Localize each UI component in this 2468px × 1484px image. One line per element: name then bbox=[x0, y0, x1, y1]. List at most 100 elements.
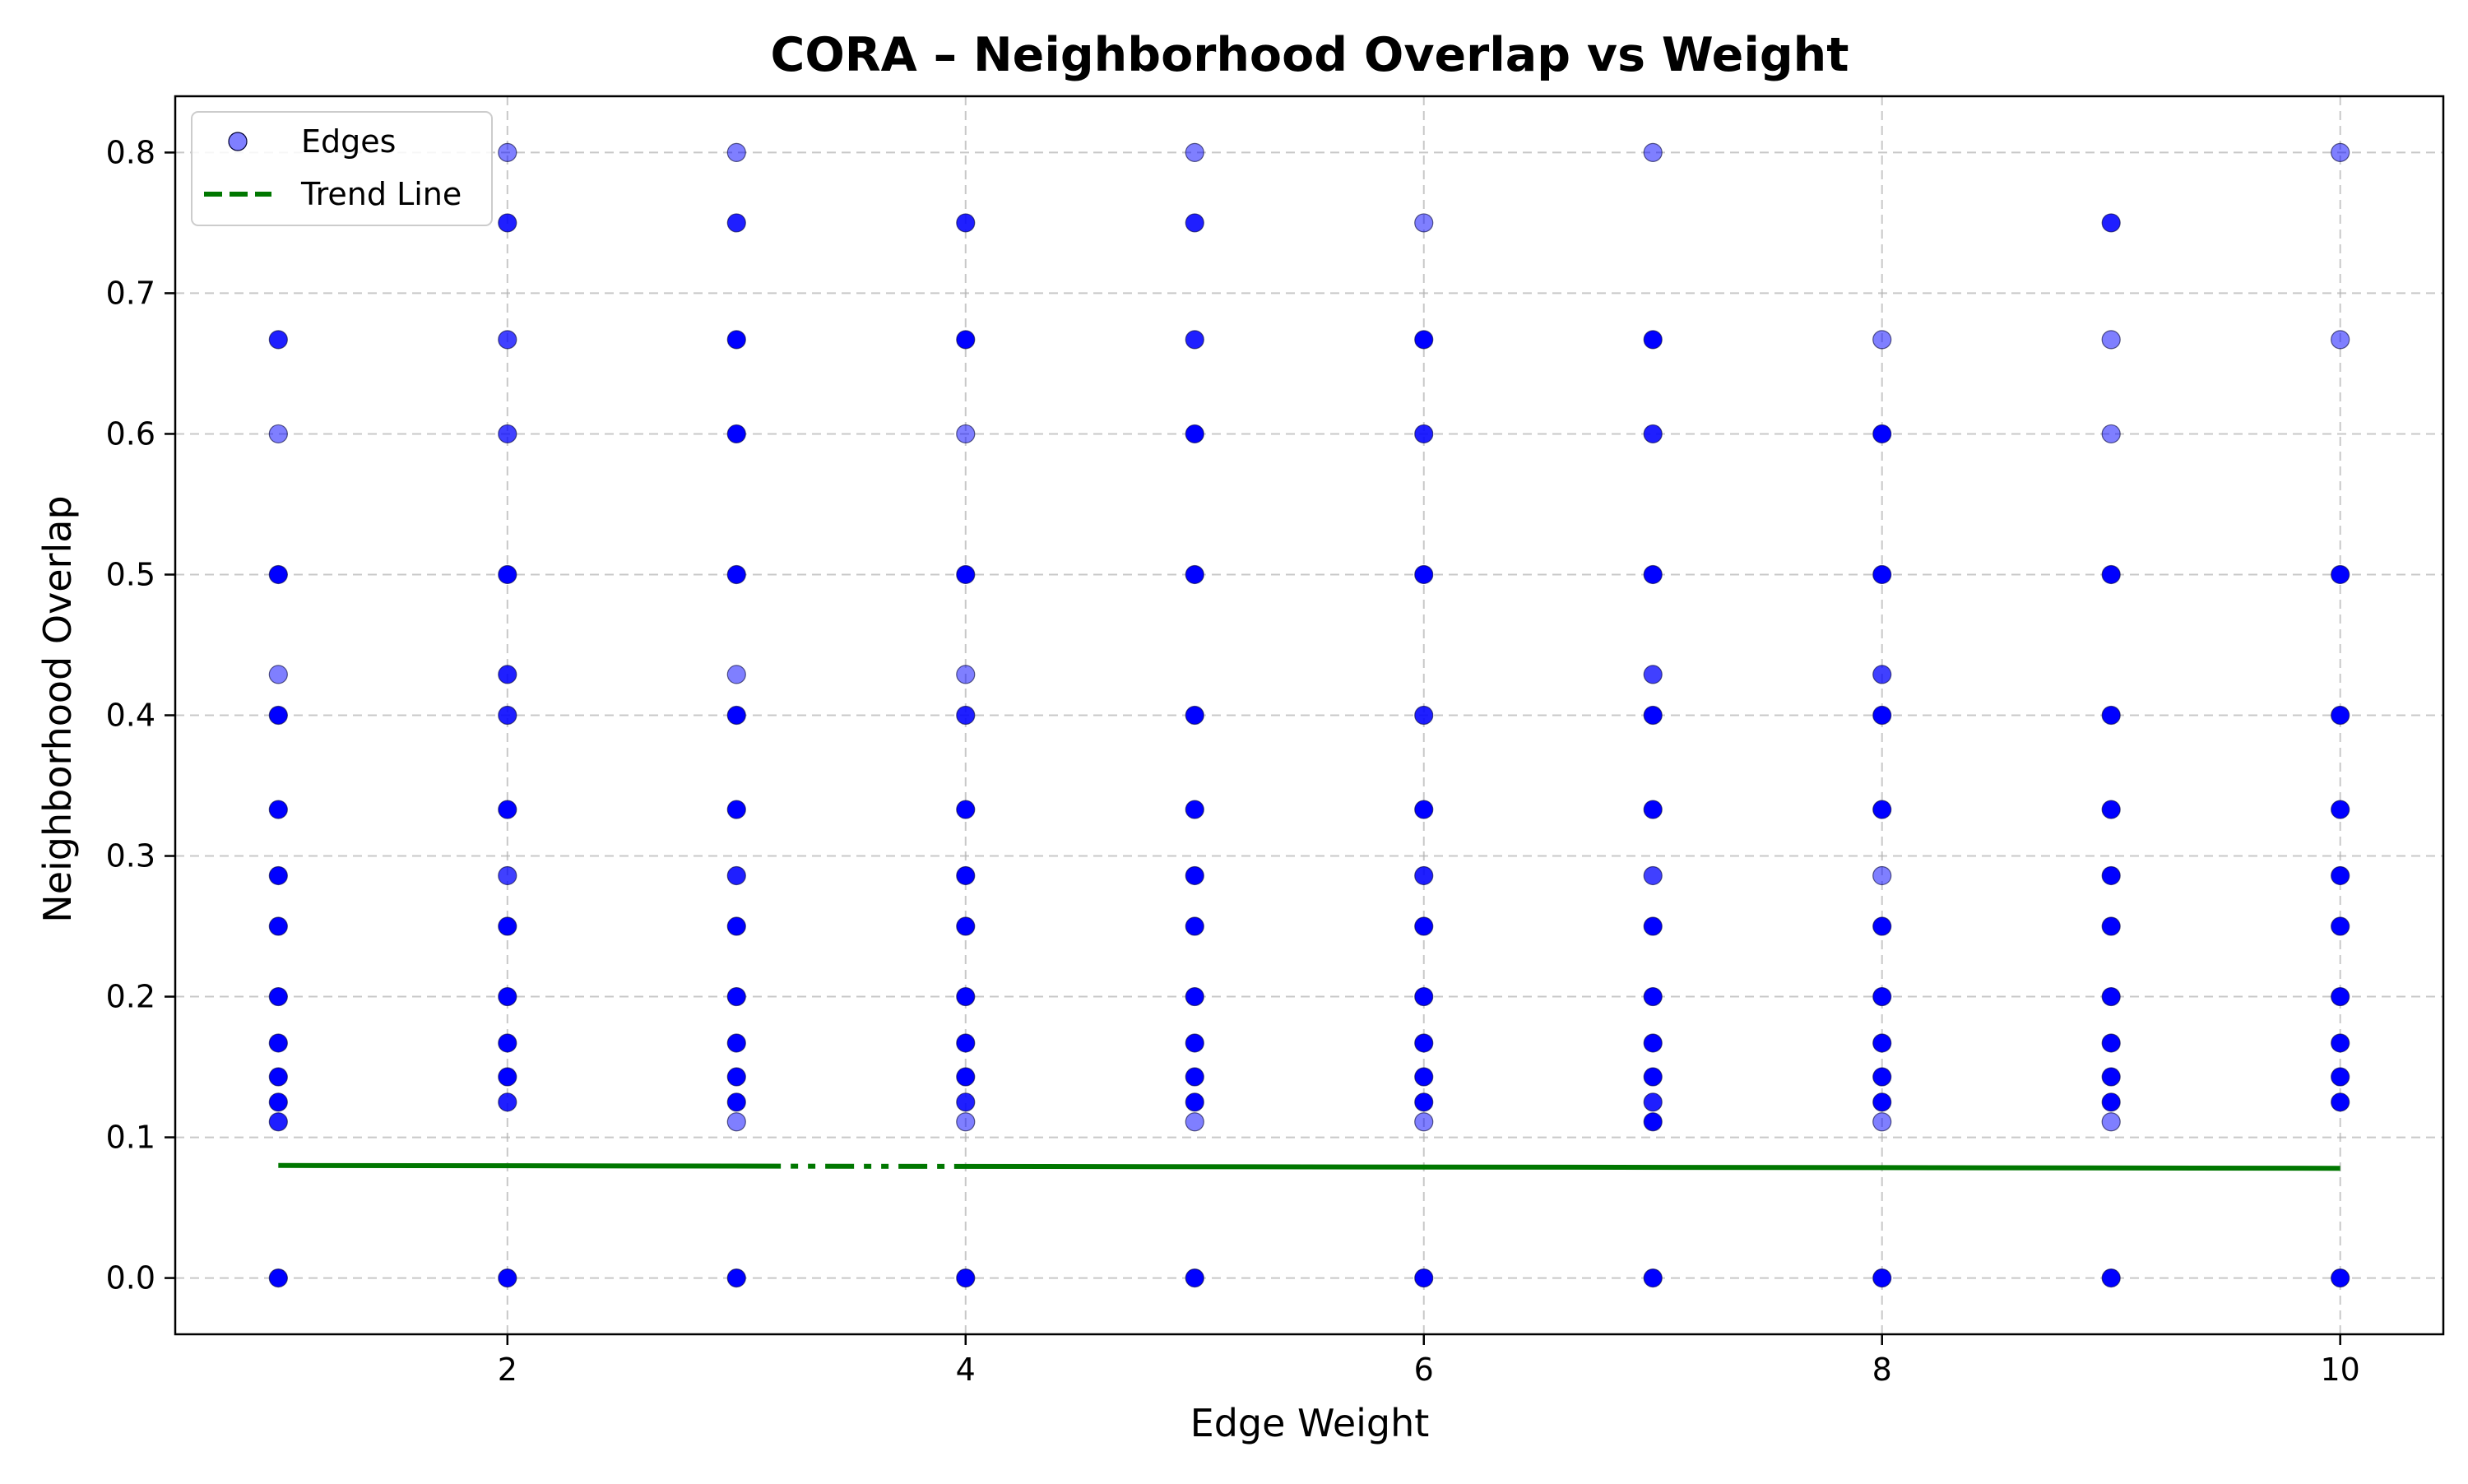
scatter-point bbox=[1872, 564, 1892, 585]
scatter-point bbox=[498, 800, 517, 819]
scatter-point bbox=[498, 986, 517, 1007]
legend-edges-marker bbox=[228, 132, 248, 151]
scatter-point bbox=[1185, 865, 1204, 886]
scatter-point bbox=[2101, 986, 2121, 1007]
scatter-point bbox=[1643, 330, 1663, 350]
scatter-point bbox=[1414, 424, 1434, 444]
scatter-point bbox=[956, 986, 976, 1007]
scatter-point bbox=[1643, 916, 1663, 936]
scatter-point bbox=[1185, 916, 1204, 936]
scatter-point bbox=[1872, 916, 1892, 936]
scatter-point bbox=[268, 916, 288, 936]
scatter-point bbox=[956, 705, 976, 726]
scatter-point bbox=[726, 986, 746, 1007]
scatter-point bbox=[1643, 142, 1663, 163]
scatter-point bbox=[726, 800, 746, 819]
scatter-point bbox=[1185, 1092, 1204, 1112]
scatter-point bbox=[956, 916, 976, 936]
scatter-point bbox=[956, 800, 976, 819]
scatter-point bbox=[1414, 1268, 1434, 1288]
scatter-point bbox=[498, 1268, 517, 1288]
scatter-point bbox=[498, 665, 517, 684]
scatter-point bbox=[956, 424, 976, 444]
scatter-point bbox=[498, 213, 517, 233]
legend: Edges Trend Line bbox=[191, 111, 493, 226]
scatter-point bbox=[726, 213, 746, 233]
scatter-point bbox=[1185, 1067, 1204, 1087]
scatter-point bbox=[268, 424, 288, 444]
scatter-point bbox=[1872, 1112, 1892, 1132]
y-tick-label: 0.3 bbox=[106, 838, 155, 874]
scatter-point bbox=[956, 1033, 976, 1053]
scatter-point bbox=[1185, 800, 1204, 819]
y-tick-label: 0.2 bbox=[106, 979, 155, 1015]
scatter-point bbox=[2101, 1033, 2121, 1053]
scatter-point bbox=[268, 1033, 288, 1053]
scatter-point bbox=[1414, 1067, 1434, 1087]
scatter-point bbox=[726, 1033, 746, 1053]
scatter-point bbox=[498, 865, 517, 886]
grid-layer bbox=[175, 96, 2443, 1334]
x-tick-label: 10 bbox=[2321, 1352, 2360, 1388]
scatter-point bbox=[268, 1067, 288, 1087]
y-tick-label: 0.4 bbox=[106, 698, 155, 734]
scatter-point bbox=[956, 213, 976, 233]
scatter-point bbox=[2101, 1268, 2121, 1288]
scatter-point bbox=[268, 564, 288, 585]
scatter-point bbox=[1414, 1112, 1434, 1132]
scatter-point bbox=[1872, 1067, 1892, 1087]
scatter-point bbox=[2331, 330, 2350, 350]
scatter-point bbox=[726, 142, 746, 163]
scatter-point bbox=[2331, 986, 2350, 1007]
scatter-point bbox=[1414, 800, 1434, 819]
scatter-point bbox=[1185, 213, 1204, 233]
scatter-point bbox=[956, 665, 976, 684]
scatter-point bbox=[1185, 1112, 1204, 1132]
scatter-point bbox=[268, 705, 288, 726]
scatter-point bbox=[1414, 330, 1434, 350]
tick-layer: 2 4 6 8 10 0.0 0.1 0.2 0.3 0.4 0.5 0.6 0.7 0.8 bbox=[106, 134, 2360, 1388]
scatter-point bbox=[1872, 665, 1892, 684]
scatter-point bbox=[2101, 564, 2121, 585]
scatter-point bbox=[726, 424, 746, 444]
scatter-point bbox=[498, 330, 517, 350]
scatter-point bbox=[726, 916, 746, 936]
scatter-point bbox=[268, 986, 288, 1007]
scatter-point bbox=[1185, 142, 1204, 163]
scatter-point bbox=[2331, 564, 2350, 585]
scatter-point bbox=[268, 800, 288, 819]
scatter-point bbox=[2331, 1092, 2350, 1112]
scatter-point bbox=[1643, 1067, 1663, 1087]
scatter-point bbox=[1643, 424, 1663, 444]
scatter-point bbox=[1414, 1033, 1434, 1053]
scatter-point bbox=[268, 865, 288, 886]
scatter-point bbox=[2101, 1067, 2121, 1087]
scatter-point bbox=[1643, 1092, 1663, 1112]
scatter-point bbox=[956, 865, 976, 886]
scatter-point bbox=[2331, 142, 2350, 163]
scatter-point bbox=[726, 865, 746, 886]
scatter-point bbox=[1643, 986, 1663, 1007]
scatter-point bbox=[2101, 916, 2121, 936]
legend-edges-label: Edges bbox=[301, 123, 396, 160]
scatter-point bbox=[1185, 1268, 1204, 1288]
scatter-point bbox=[1414, 865, 1434, 886]
scatter-point bbox=[498, 424, 517, 444]
y-tick-label: 0.5 bbox=[106, 556, 155, 592]
scatter-point bbox=[1643, 705, 1663, 726]
chart-title: CORA – Neighborhood Overlap vs Weight bbox=[771, 28, 1849, 82]
scatter-point bbox=[1872, 424, 1892, 444]
y-axis-label: Neighborhood Overlap bbox=[35, 495, 80, 922]
scatter-point bbox=[726, 1067, 746, 1087]
scatter-point bbox=[2101, 705, 2121, 726]
scatter-point bbox=[956, 1092, 976, 1112]
scatter-point bbox=[726, 564, 746, 585]
y-tick-label: 0.7 bbox=[106, 275, 155, 311]
scatter-point bbox=[956, 330, 976, 350]
scatter-point bbox=[2101, 1092, 2121, 1112]
x-tick-label: 2 bbox=[498, 1352, 517, 1388]
legend-trend-label: Trend Line bbox=[300, 176, 462, 212]
scatter-point bbox=[498, 142, 517, 163]
